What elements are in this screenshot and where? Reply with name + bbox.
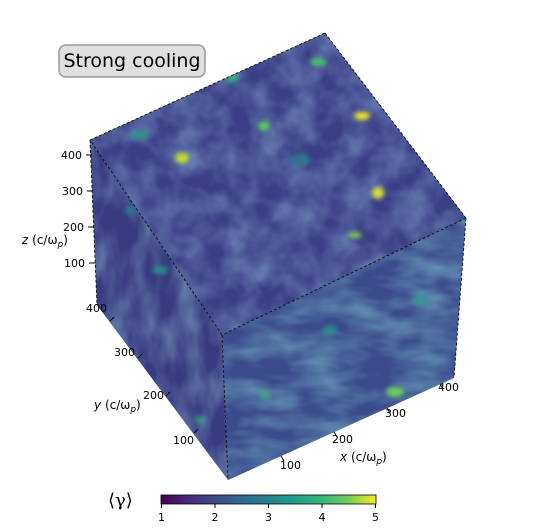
x-tick-mark — [280, 455, 285, 462]
z-tick-label: 100 — [64, 257, 85, 270]
z-axis-label: z (c/ωp) — [21, 233, 68, 250]
y-tick-label: 400 — [86, 302, 107, 315]
x-tick-mark — [439, 383, 444, 390]
colorbar: ⟨γ⟩ 1 2 3 4 5 — [108, 490, 379, 524]
title-box-label: Strong cooling — [63, 50, 200, 72]
colorbar-tick-label: 1 — [158, 511, 165, 524]
y-tick-mark — [193, 428, 199, 434]
colorbar-gradient — [160, 494, 377, 505]
colorbar-tick-label: 5 — [372, 511, 379, 524]
x-axis-label: x (c/ωp) — [339, 450, 387, 467]
z-tick-label: 400 — [61, 149, 82, 162]
y-tick-mark — [137, 353, 143, 359]
z-axis: 400 300 200 100 z (c/ωp) — [21, 149, 95, 270]
x-tick-label: 400 — [438, 381, 459, 394]
colorbar-tick-label: 3 — [265, 511, 272, 524]
cube-edges — [89, 32, 467, 481]
x-tick-mark — [386, 407, 391, 414]
cube-right-face — [222, 218, 466, 480]
x-tick-mark — [333, 431, 338, 438]
x-tick-label: 100 — [280, 459, 301, 472]
y-axis: 400 300 200 100 y (c/ωp) — [86, 302, 199, 447]
cube-left-face — [90, 140, 228, 480]
y-axis-label: y (c/ωp) — [93, 398, 141, 415]
z-tick-label: 300 — [62, 185, 83, 198]
y-tick-mark — [109, 316, 115, 322]
x-tick-label: 300 — [385, 407, 406, 420]
cube-top-face — [90, 33, 466, 335]
colorbar-tick-label: 2 — [212, 511, 219, 524]
colorbar-tick-label: 4 — [319, 511, 326, 524]
y-tick-label: 200 — [143, 389, 164, 402]
y-tick-label: 300 — [114, 346, 135, 359]
z-tick-label: 200 — [63, 221, 84, 234]
y-tick-label: 100 — [173, 434, 194, 447]
y-tick-mark — [165, 391, 171, 397]
title-box: Strong cooling — [58, 44, 206, 78]
x-axis: 100 200 300 400 x (c/ωp) — [280, 381, 459, 472]
colorbar-label: ⟨γ⟩ — [108, 490, 133, 511]
x-tick-label: 200 — [332, 433, 353, 446]
